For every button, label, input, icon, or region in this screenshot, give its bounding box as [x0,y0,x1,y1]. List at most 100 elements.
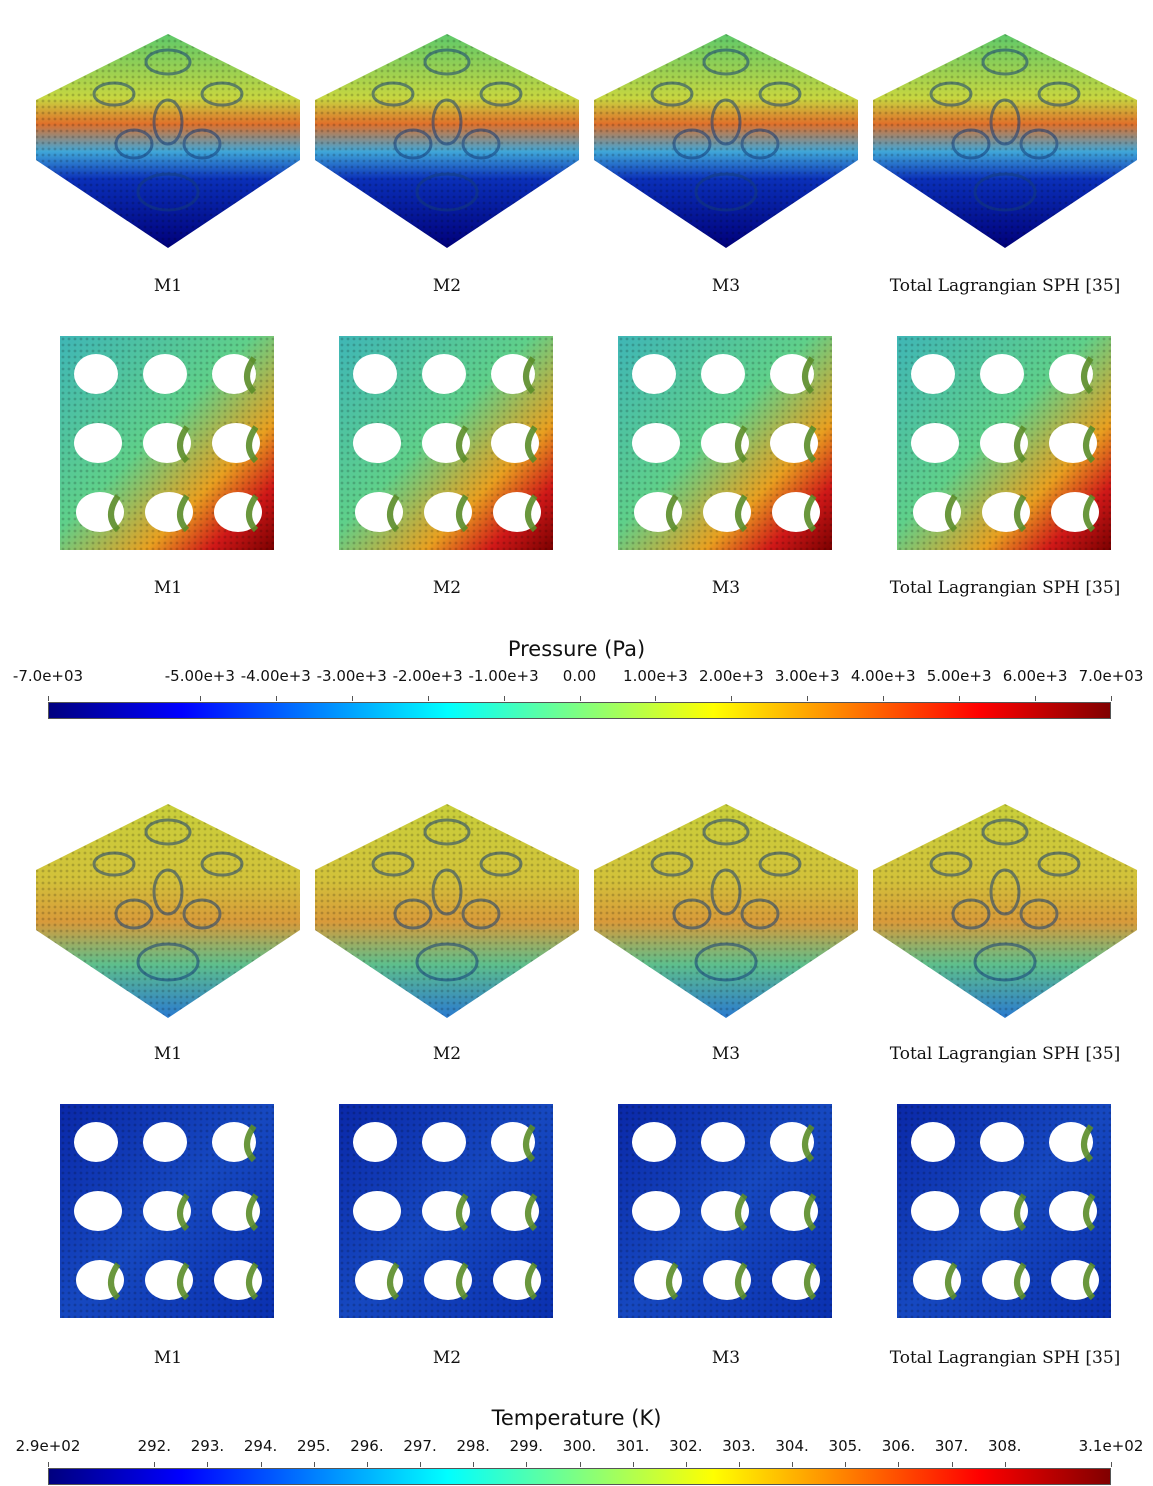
temperature_colorbar-tick-mark [792,1462,794,1467]
temperature-iso-caption-4: Total Lagrangian SPH [35] [889,1044,1121,1064]
pressure-iso-caption-4: Total Lagrangian SPH [35] [889,276,1121,296]
temperature-iso-block-2 [315,804,579,1018]
pressure_colorbar-tick-mark [199,696,201,701]
temperature_colorbar-tick-mark [473,1462,475,1467]
temperature_colorbar-tick-label: 299. [509,1437,544,1455]
temperature-iso-caption-2: M2 [432,1044,462,1064]
pressure_colorbar-tick-label: 1.00e+3 [623,667,688,685]
temperature-slice-caption-2: M2 [432,1348,462,1368]
pressure_colorbar-tick-label: -7.0e+03 [12,667,84,685]
temperature_colorbar-tick-label: 295. [297,1437,331,1455]
pressure_colorbar-tick-mark [275,696,277,701]
pressure-colorbar-title: Pressure (Pa) [507,637,646,661]
pressure-slice-caption-2: M2 [432,578,462,598]
pressure_colorbar-tick-label: -1.00e+3 [468,667,539,685]
pressure-slice-caption-1: M1 [153,578,183,598]
temperature_colorbar-tick-mark [48,1462,49,1467]
temperature-slice-slice-4 [897,1104,1111,1318]
pressure_colorbar-tick-label: 5.00e+3 [926,667,992,685]
temperature-iso-block-1 [36,804,300,1018]
temperature_colorbar-tick-mark [951,1462,953,1467]
temperature_colorbar-tick-label: 303. [722,1437,756,1455]
pressure_colorbar-tick-mark [579,696,581,701]
pressure-iso-block-1 [36,34,300,248]
temperature_colorbar-tick-mark [685,1462,687,1467]
temperature_colorbar-tick-mark [260,1462,262,1467]
temperature_colorbar-tick-label: 301. [615,1437,650,1455]
temperature-iso-caption-1: M1 [153,1044,183,1064]
temperature_colorbar-tick-label: 296. [350,1437,384,1455]
pressure_colorbar-tick-mark [731,696,733,701]
temperature_colorbar-tick-mark [313,1462,315,1467]
pressure_colorbar-tick-mark [807,696,809,701]
temperature_colorbar-tick-label: 297. [403,1437,437,1455]
temperature_colorbar-tick-label: 293. [190,1437,225,1455]
pressure-slice-caption-3: M3 [711,578,741,598]
temperature_colorbar-tick-mark [526,1462,528,1467]
pressure_colorbar-tick-label: -4.00e+3 [240,667,311,685]
temperature_colorbar-tick-label: 292. [137,1437,171,1455]
temperature-iso-block-3 [594,804,858,1018]
temperature_colorbar-tick-label: 300. [562,1437,597,1455]
temperature_colorbar-tick-label: 302. [669,1437,703,1455]
temperature_colorbar-tick-label: 308. [987,1437,1022,1455]
pressure_colorbar-tick-mark [655,696,657,701]
pressure_colorbar-tick-mark [1035,696,1037,701]
temperature_colorbar-tick-mark [632,1462,634,1467]
temperature_colorbar-tick-label: 3.1e+02 [1078,1437,1144,1455]
temperature_colorbar-tick-label: 298. [456,1437,490,1455]
pressure_colorbar-tick-mark [883,696,885,701]
temperature_colorbar-tick-label: 294. [243,1437,278,1455]
pressure_colorbar-tick-label: -3.00e+3 [316,667,387,685]
temperature-slice-caption-4: Total Lagrangian SPH [35] [889,1348,1121,1368]
pressure-iso-caption-2: M2 [432,276,462,296]
temperature-colorbar [48,1468,1111,1485]
pressure_colorbar-tick-mark [427,696,429,701]
pressure_colorbar-tick-mark [48,696,49,701]
pressure-slice-slice-4 [897,336,1111,550]
pressure_colorbar-tick-mark [351,696,353,701]
temperature_colorbar-tick-mark [1004,1462,1006,1467]
temperature_colorbar-tick-mark [579,1462,581,1467]
pressure-iso-block-4 [873,34,1137,248]
temperature-slice-slice-2 [339,1104,553,1318]
pressure_colorbar-tick-label: 2.00e+3 [698,667,764,685]
temperature_colorbar-tick-label: 304. [775,1437,809,1455]
temperature-slice-slice-3 [618,1104,832,1318]
pressure_colorbar-tick-mark [503,696,505,701]
pressure-iso-caption-3: M3 [711,276,741,296]
pressure_colorbar-tick-label: 0.00 [562,667,597,685]
pressure-iso-caption-1: M1 [153,276,183,296]
temperature_colorbar-tick-label: 306. [881,1437,916,1455]
pressure-colorbar [48,702,1111,719]
pressure-slice-caption-4: Total Lagrangian SPH [35] [889,578,1121,598]
temperature_colorbar-tick-mark [366,1462,368,1467]
temperature-slice-caption-1: M1 [153,1348,183,1368]
pressure_colorbar-tick-label: 4.00e+3 [850,667,916,685]
temperature_colorbar-tick-mark [845,1462,847,1467]
pressure_colorbar-tick-mark [1111,696,1112,701]
pressure-slice-slice-1 [60,336,274,550]
temperature_colorbar-tick-label: 305. [828,1437,862,1455]
temperature-colorbar-title: Temperature (K) [491,1406,662,1430]
temperature-slice-slice-1 [60,1104,274,1318]
pressure_colorbar-tick-label: 7.0e+03 [1078,667,1144,685]
temperature_colorbar-tick-mark [207,1462,209,1467]
pressure-iso-block-3 [594,34,858,248]
temperature-iso-caption-3: M3 [711,1044,741,1064]
temperature_colorbar-tick-mark [738,1462,740,1467]
pressure_colorbar-tick-label: -2.00e+3 [392,667,463,685]
temperature-slice-caption-3: M3 [711,1348,741,1368]
pressure-iso-block-2 [315,34,579,248]
temperature_colorbar-tick-mark [154,1462,156,1467]
temperature_colorbar-tick-label: 2.9e+02 [15,1437,81,1455]
temperature-iso-block-4 [873,804,1137,1018]
pressure_colorbar-tick-label: -5.00e+3 [164,667,235,685]
pressure_colorbar-tick-mark [959,696,961,701]
pressure-slice-slice-3 [618,336,832,550]
pressure-slice-slice-2 [339,336,553,550]
pressure_colorbar-tick-label: 3.00e+3 [774,667,840,685]
pressure_colorbar-tick-label: 6.00e+3 [1002,667,1068,685]
temperature_colorbar-tick-mark [1111,1462,1112,1467]
temperature_colorbar-tick-mark [420,1462,422,1467]
